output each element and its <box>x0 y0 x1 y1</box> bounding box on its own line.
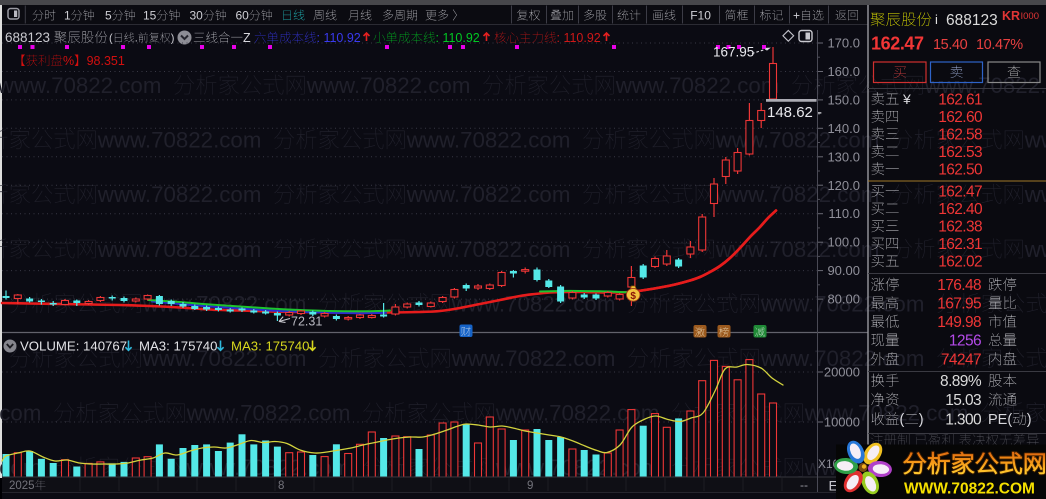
svg-text:(: ( <box>109 33 113 45</box>
svg-text:.: . <box>135 33 138 45</box>
svg-text:: 110.92: : 110.92 <box>436 31 480 45</box>
svg-text:1256: 1256 <box>949 333 981 350</box>
svg-text:WWW.70822.COM: WWW.70822.COM <box>904 481 1035 498</box>
svg-text:Z: Z <box>243 31 251 45</box>
svg-text:162.50: 162.50 <box>938 162 983 179</box>
svg-text:10000: 10000 <box>824 415 860 430</box>
svg-text:8: 8 <box>278 480 284 492</box>
svg-text:I000: I000 <box>1021 11 1040 22</box>
svg-text:MA3: 175740: MA3: 175740 <box>231 339 309 354</box>
svg-text:162.02: 162.02 <box>938 254 982 271</box>
svg-text:90.00: 90.00 <box>827 263 860 278</box>
svg-text:8.89%: 8.89% <box>940 373 982 390</box>
svg-text:162.38: 162.38 <box>938 219 982 236</box>
svg-text:(: ( <box>900 412 905 428</box>
svg-text:100.0: 100.0 <box>827 235 860 250</box>
svg-text:60: 60 <box>236 9 250 23</box>
svg-text:162.47: 162.47 <box>871 34 924 54</box>
svg-text:98.351: 98.351 <box>87 54 125 68</box>
svg-text:1.300: 1.300 <box>945 412 982 429</box>
svg-text:688123: 688123 <box>5 30 50 45</box>
svg-text:72.31: 72.31 <box>291 315 322 329</box>
svg-text:162.60: 162.60 <box>938 109 983 126</box>
svg-text:162.47: 162.47 <box>938 184 982 201</box>
svg-text:150.0: 150.0 <box>827 92 860 107</box>
svg-text:--: -- <box>800 478 808 492</box>
svg-text:130.0: 130.0 <box>827 149 860 164</box>
svg-text:120.0: 120.0 <box>827 178 860 193</box>
svg-text:E: E <box>829 478 838 494</box>
svg-text:74247: 74247 <box>941 352 981 369</box>
svg-text:149.98: 149.98 <box>937 314 981 331</box>
svg-text:167.95: 167.95 <box>713 45 754 60</box>
svg-text:): ) <box>1027 412 1032 428</box>
svg-text:: 110.92: : 110.92 <box>557 31 601 45</box>
svg-text:): ) <box>171 33 175 45</box>
svg-text:VOLUME: 140767: VOLUME: 140767 <box>20 339 127 354</box>
svg-text:¥: ¥ <box>902 91 911 107</box>
svg-text:KR: KR <box>1002 9 1020 23</box>
svg-text:688123: 688123 <box>946 12 998 29</box>
svg-text:F10: F10 <box>690 9 711 23</box>
svg-text:162.58: 162.58 <box>938 127 982 144</box>
svg-text:$: $ <box>630 291 636 302</box>
svg-text:15.40: 15.40 <box>933 37 968 53</box>
svg-text:%: % <box>63 54 74 68</box>
svg-text:PE(: PE( <box>988 412 1012 428</box>
svg-text:2025: 2025 <box>9 480 35 492</box>
svg-text:176.48: 176.48 <box>937 277 981 294</box>
svg-text:+: + <box>793 9 800 23</box>
svg-text:i: i <box>935 12 938 27</box>
svg-text:MA3: 175740: MA3: 175740 <box>139 339 217 354</box>
svg-text:110.0: 110.0 <box>828 206 860 221</box>
svg-text:10.47%: 10.47% <box>976 37 1023 53</box>
svg-text:148.62 -: 148.62 - <box>767 104 822 121</box>
svg-text:140.0: 140.0 <box>827 121 860 136</box>
svg-text:): ) <box>919 412 924 428</box>
svg-text:: 110.92: : 110.92 <box>317 31 361 45</box>
svg-text:162.31: 162.31 <box>938 236 982 253</box>
svg-text:1: 1 <box>64 9 71 23</box>
svg-text:5: 5 <box>105 9 112 23</box>
svg-text:162.53: 162.53 <box>938 144 982 161</box>
svg-text:15: 15 <box>143 9 157 23</box>
svg-text:160.0: 160.0 <box>827 64 860 79</box>
svg-text:9: 9 <box>527 480 533 492</box>
svg-text:80.00: 80.00 <box>827 292 860 307</box>
svg-text:170.0: 170.0 <box>827 36 860 51</box>
svg-text:162.61: 162.61 <box>938 92 982 109</box>
svg-text:20000: 20000 <box>824 365 860 380</box>
svg-text:30: 30 <box>190 9 204 23</box>
svg-text:15.03: 15.03 <box>945 392 981 409</box>
svg-text:167.95: 167.95 <box>937 296 981 313</box>
svg-text:162.40: 162.40 <box>938 201 983 218</box>
